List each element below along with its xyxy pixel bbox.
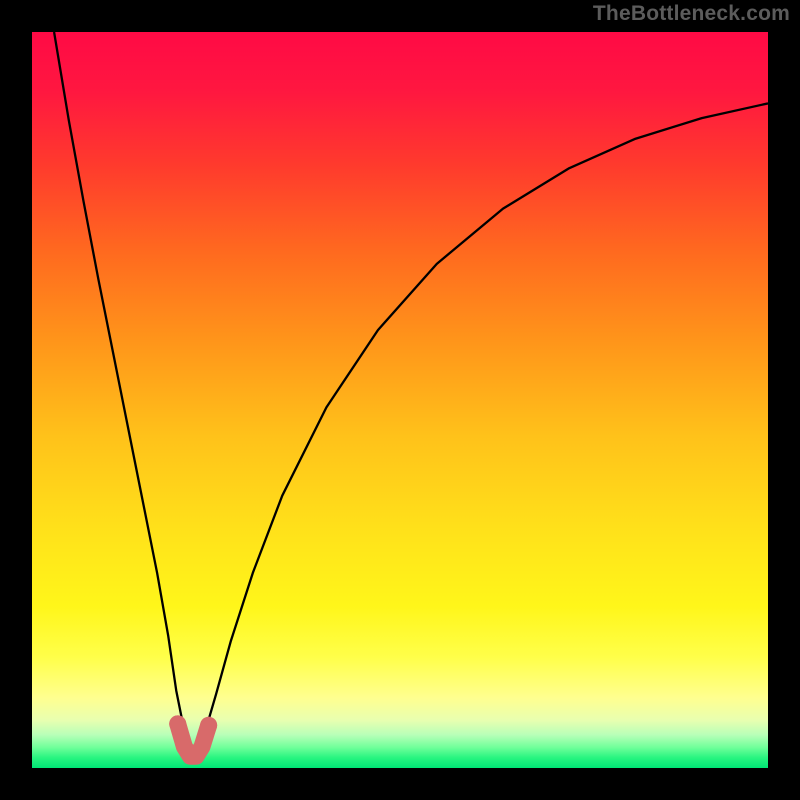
gradient-background (32, 32, 768, 768)
valley-marker-dot-1 (200, 717, 217, 734)
chart-container: TheBottleneck.com (0, 0, 800, 800)
plot-area (32, 32, 768, 768)
valley-marker-dot-0 (169, 715, 186, 732)
watermark-text: TheBottleneck.com (593, 2, 790, 26)
bottleneck-chart-svg (32, 32, 768, 768)
